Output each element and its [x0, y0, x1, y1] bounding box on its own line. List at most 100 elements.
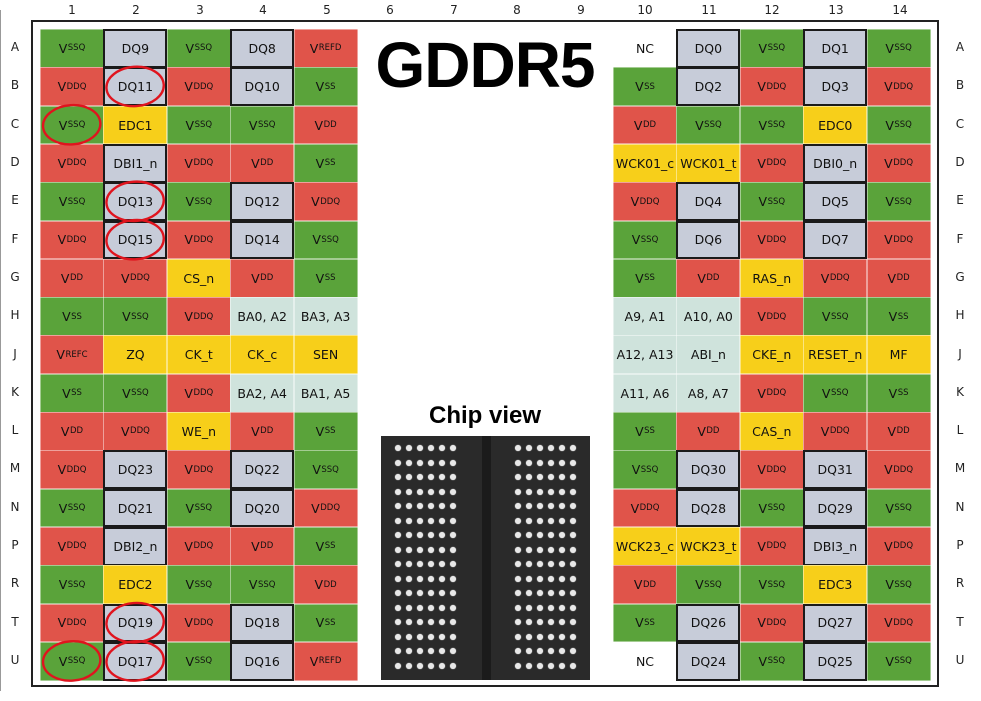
solder-ball	[395, 474, 401, 480]
solder-ball	[439, 662, 445, 669]
pin-label-subscript: SSQ	[67, 503, 86, 514]
pin-label-subscript: SS	[897, 311, 909, 322]
pin-label: DBI2_n	[113, 538, 158, 554]
pin-label: V	[757, 538, 766, 554]
pin-label: V	[314, 117, 324, 133]
solder-ball	[417, 590, 423, 596]
pin-label: V	[820, 423, 830, 439]
pin-label: V	[311, 500, 320, 516]
pin-label: V	[884, 538, 893, 554]
pin-c10: V DD	[613, 105, 677, 145]
solder-ball	[395, 662, 401, 669]
pin-n5: V DDQ	[293, 488, 358, 528]
pin-g14: V DD	[866, 258, 931, 298]
pin-g10: V SS	[613, 258, 677, 298]
pin-p10: WCK23_c	[613, 526, 677, 566]
solder-ball	[439, 474, 445, 480]
solder-ball	[515, 546, 521, 553]
solder-ball	[570, 445, 576, 451]
row-label-p-right: P	[956, 538, 964, 553]
pin-label: V	[884, 462, 893, 478]
pin-label-subscript: SS	[324, 617, 336, 628]
pin-e1: V SSQ	[40, 182, 104, 222]
pin-label: WCK01_c	[615, 155, 675, 171]
solder-ball	[570, 488, 576, 495]
solder-ball	[439, 633, 445, 640]
pin-n4: DQ20	[230, 488, 295, 528]
pin-g11: V DD	[676, 258, 741, 298]
pin-a10: NC	[613, 29, 677, 68]
pin-label-subscript: DD	[260, 158, 274, 169]
pin-f13: DQ7	[803, 220, 868, 260]
row-label-e-left: E	[11, 193, 19, 208]
pin-label-subscript: SSQ	[67, 656, 86, 667]
pin-f11: DQ6	[676, 220, 741, 260]
pin-label: V	[757, 615, 766, 631]
pin-label: DQ16	[244, 653, 280, 669]
pin-label: V	[315, 270, 325, 286]
pin-label-subscript: DDQ	[66, 617, 87, 628]
row-label-k-right: K	[956, 384, 964, 399]
pin-label: RESET_n	[808, 347, 863, 363]
pin-m10: V SSQ	[613, 450, 677, 490]
solder-ball	[559, 561, 565, 567]
solder-ball	[515, 561, 521, 567]
pin-label-subscript: REFD	[318, 43, 342, 54]
pin-label: BA2, A4	[237, 385, 287, 401]
solder-ball	[515, 648, 521, 654]
solder-ball	[537, 590, 543, 596]
solder-ball	[450, 648, 456, 654]
solder-ball	[537, 546, 543, 553]
pin-l14: V DD	[866, 412, 931, 451]
pin-b5: V SS	[293, 67, 358, 107]
pin-m14: V DDQ	[866, 450, 931, 490]
solder-ball	[537, 662, 543, 669]
pin-m13: DQ31	[803, 450, 868, 490]
solder-ball	[515, 532, 521, 538]
solder-ball	[450, 532, 456, 538]
pin-t5: V SS	[293, 603, 358, 643]
pin-h2: V SSQ	[103, 297, 168, 336]
solder-ball	[526, 488, 532, 495]
solder-ball	[395, 503, 401, 509]
pin-u4: DQ16	[230, 641, 295, 681]
pin-label-subscript: DDQ	[766, 617, 787, 628]
solder-ball	[450, 517, 456, 524]
pin-label: SEN	[313, 347, 339, 363]
solder-ball	[428, 633, 434, 640]
pin-label-subscript: SSQ	[67, 579, 86, 590]
pin-k2: V SSQ	[103, 373, 168, 413]
column-label-4: 4	[259, 3, 267, 17]
column-label-1: 1	[68, 3, 76, 17]
pin-label: V	[757, 79, 766, 95]
pin-label: V	[630, 194, 640, 210]
pin-u3: V SSQ	[166, 641, 231, 681]
pin-label-subscript: SSQ	[67, 196, 86, 207]
solder-ball	[537, 648, 543, 654]
pin-label-subscript: DDQ	[766, 81, 787, 92]
pin-label: DQ21	[117, 500, 154, 516]
pin-label: DQ31	[817, 462, 853, 478]
pin-k14: V SS	[866, 373, 931, 413]
solder-ball	[548, 662, 554, 669]
pin-label: DQ27	[817, 615, 853, 631]
pin-label: V	[697, 423, 706, 439]
pin-g3: CS_n	[166, 258, 231, 298]
solder-ball	[417, 648, 423, 654]
pin-label: V	[184, 232, 193, 248]
pin-j10: A12, A13	[613, 335, 677, 375]
pin-b13: DQ3	[803, 67, 868, 107]
pin-label-subscript: SSQ	[194, 120, 213, 131]
pin-label: V	[248, 577, 258, 593]
pin-m2: DQ23	[103, 450, 168, 490]
pin-n12: V SSQ	[739, 488, 804, 528]
solder-ball	[395, 575, 401, 582]
solder-ball	[548, 575, 554, 582]
pin-label: V	[885, 194, 894, 210]
pin-label-subscript: DDQ	[893, 158, 914, 169]
solder-ball	[559, 590, 565, 596]
pin-p4: V DD	[230, 526, 295, 566]
pin-label: CK_c	[247, 347, 278, 363]
pin-d10: WCK01_c	[613, 143, 677, 183]
pin-label: V	[122, 385, 131, 401]
